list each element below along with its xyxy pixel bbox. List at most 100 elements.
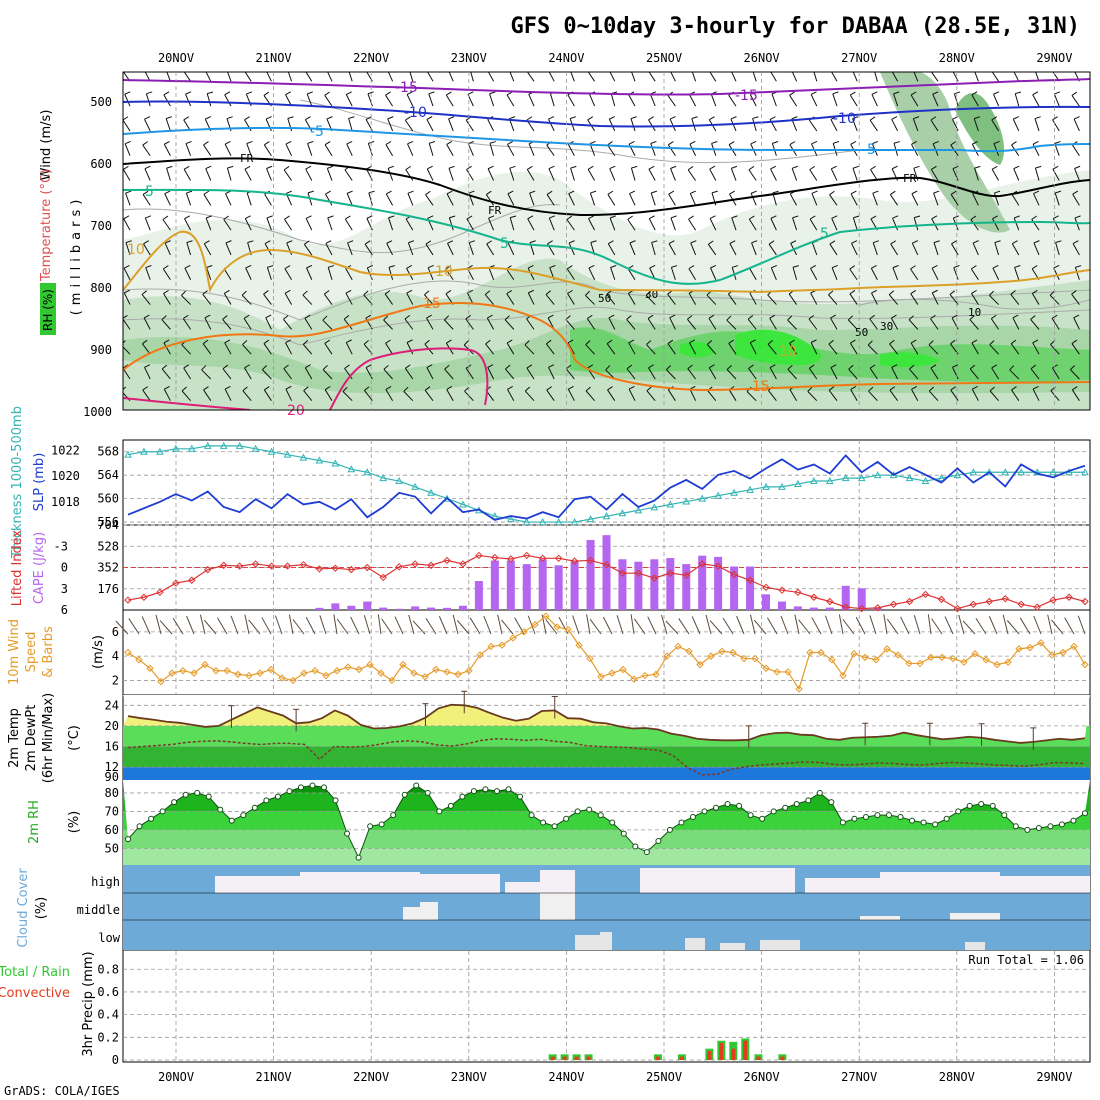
upper-barb-flag	[891, 314, 897, 319]
rh-band-50-60	[123, 829, 1090, 849]
upper-barb-staff	[627, 268, 636, 281]
thickness-point	[666, 500, 675, 508]
precip-tick-0.4: 0.4	[97, 1008, 119, 1022]
upper-barb-flag	[726, 365, 732, 370]
upper-barb-flag	[545, 290, 551, 295]
upper-barb-flag	[1011, 386, 1017, 391]
lifted-index-point	[857, 604, 866, 613]
lifted-index-point	[523, 551, 531, 560]
upper-barb-flag	[1074, 165, 1081, 169]
upper-barb-flag	[874, 67, 880, 69]
upper-barb-staff	[324, 343, 333, 355]
rh2m-tick-70: 70	[105, 804, 119, 818]
upper-barb-flag	[527, 265, 534, 269]
thickness-point	[985, 468, 994, 476]
upper-barb-staff	[385, 343, 394, 355]
upper-barb-flag	[363, 339, 369, 345]
upper-barb-staff	[969, 368, 979, 380]
li-tick-3: 3	[61, 582, 68, 596]
upper-barb-flag	[952, 364, 959, 368]
upper-barb-staff	[386, 243, 394, 256]
upper-barb-flag	[286, 190, 292, 194]
upper-barb-flag	[346, 339, 352, 344]
upper-barb-staff	[869, 119, 878, 132]
upper-barb-flag	[913, 116, 920, 120]
upper-barb-staff	[789, 94, 798, 107]
upper-barb-staff	[1071, 293, 1080, 305]
upper-barb-flag	[669, 314, 676, 319]
rh2m-point	[125, 836, 131, 843]
upper-barb-staff	[426, 367, 434, 380]
temp-contour-minus10	[123, 100, 1090, 128]
date-label-bottom-22NOV: 22NOV	[353, 1070, 389, 1084]
upper-barb-flag	[1073, 314, 1080, 319]
upper-barb-flag	[729, 240, 736, 244]
wind10-label-c: & Barbs	[41, 626, 56, 678]
rh2m-point	[805, 797, 812, 804]
rh2m-point	[528, 812, 535, 819]
upper-barb-flag	[867, 340, 873, 346]
upper-barb-flag	[1051, 314, 1058, 319]
lifted-index-point	[1065, 593, 1073, 601]
upper-barb-staff	[629, 193, 636, 206]
thickness-point	[1001, 468, 1010, 476]
upper-barb-staff	[748, 368, 757, 380]
upper-barb-flag	[286, 240, 293, 244]
wind10-barb	[665, 620, 679, 635]
rh2m-point	[609, 819, 616, 826]
upper-barb-flag	[426, 314, 432, 319]
upper-barb-flag	[406, 91, 413, 95]
upper-barb-flag	[813, 67, 819, 69]
wind10-barb	[1019, 617, 1031, 635]
upper-barb-staff	[991, 119, 1000, 132]
thickness-point	[794, 479, 802, 487]
upper-barb-flag	[1032, 385, 1039, 390]
upper-barb-flag	[891, 364, 898, 368]
upper-barb-flag	[527, 215, 534, 220]
upper-barb-flag	[524, 340, 530, 346]
wind10-tick-4: 4	[112, 649, 119, 663]
upper-barb-staff	[406, 342, 414, 355]
upper-barb-flag	[748, 165, 755, 171]
wind10-barb	[1051, 619, 1064, 635]
upper-barb-staff	[889, 194, 899, 206]
upper-barb-flag	[547, 314, 554, 319]
cape-bar	[698, 555, 707, 610]
upper-barb-flag	[1033, 190, 1040, 195]
upper-barb-staff	[203, 389, 212, 401]
cape-bar	[793, 606, 802, 610]
upper-barb-staff	[162, 219, 171, 231]
upper-barb-flag	[587, 116, 594, 121]
upper-barb-staff	[265, 317, 272, 330]
upper-barb-flag	[687, 315, 693, 320]
wind10-barb	[456, 620, 470, 635]
wind10-barb	[767, 617, 778, 635]
upper-barb-flag	[164, 190, 171, 195]
upper-barb-staff	[548, 367, 555, 380]
upper-barb-staff	[222, 319, 232, 330]
upper-barb-staff	[347, 242, 353, 256]
upper-barb-flag	[444, 364, 450, 370]
cape-tick-176: 176	[97, 582, 119, 596]
upper-barb-staff	[810, 268, 818, 281]
upper-barb-staff	[1032, 94, 1040, 107]
wind10-barb	[288, 614, 294, 635]
upper-barb-staff	[142, 144, 151, 157]
lifted-index-point	[411, 560, 419, 568]
upper-barb-staff	[589, 192, 596, 206]
upper-barb-flag	[751, 240, 758, 244]
upper-barb-flag	[546, 190, 553, 195]
upper-barb-staff	[163, 388, 171, 401]
cape-bar	[666, 558, 675, 610]
rh2m-point	[297, 784, 304, 791]
rh-shading-lowlayer	[123, 360, 1090, 410]
upper-barb-staff	[488, 217, 495, 231]
upper-barb-staff	[952, 119, 959, 132]
thickness-point	[1081, 468, 1089, 476]
upper-barb-staff	[181, 344, 191, 355]
wind10-barb	[988, 616, 998, 635]
wind10-barb	[647, 616, 657, 635]
rh2m-point	[286, 788, 293, 795]
rh2m-point	[989, 802, 996, 809]
upper-barb-staff	[589, 93, 596, 107]
